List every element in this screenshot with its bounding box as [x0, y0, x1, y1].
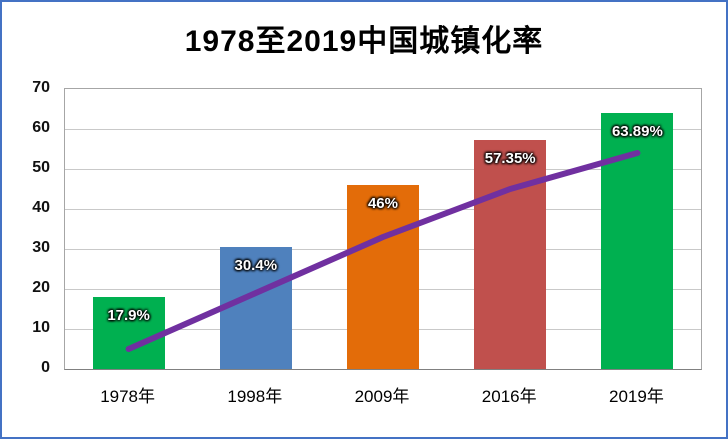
y-axis: 0 10 20 30 40 50 60 70: [6, 79, 56, 376]
plot-area: 17.9% 30.4% 46% 57.35% 63.89%: [64, 88, 702, 370]
x-tick-label: 2019年: [609, 387, 664, 406]
y-tick-label: 0: [41, 359, 50, 376]
trend-line: [125, 150, 641, 352]
x-tick-label: 1998年: [227, 387, 283, 406]
x-tick-label: 1978年: [100, 387, 156, 406]
y-tick-label: 60: [32, 119, 50, 136]
y-tick-label: 50: [32, 159, 50, 176]
trend-line-svg: [125, 150, 641, 352]
y-tick-label: 70: [32, 79, 50, 96]
y-tick-label: 10: [32, 319, 50, 336]
y-tick-label: 20: [32, 279, 50, 296]
y-tick-label: 30: [32, 239, 50, 256]
x-tick-label: 2009年: [354, 387, 410, 406]
bar-value-label: 17.9%: [107, 307, 150, 325]
gridline: [65, 169, 701, 170]
chart-title: 1978至2019中国城镇化率: [184, 25, 544, 58]
gridline: [65, 129, 701, 130]
x-tick-label: 2016年: [481, 387, 537, 406]
bar-2016年: [474, 139, 547, 369]
bar-value-label: 46%: [367, 195, 398, 212]
bar-value-label: 63.89%: [611, 123, 663, 141]
bar-1998年: [219, 247, 292, 369]
bar-value-label: 30.4%: [234, 257, 278, 275]
bar-value-label: 57.35%: [484, 149, 536, 167]
x-axis: 1978年 1998年 2009年 2016年 2019年: [64, 382, 700, 412]
y-tick-label: 40: [32, 199, 50, 216]
bar-2009年: [347, 185, 419, 369]
bar-1978年: [92, 297, 165, 369]
